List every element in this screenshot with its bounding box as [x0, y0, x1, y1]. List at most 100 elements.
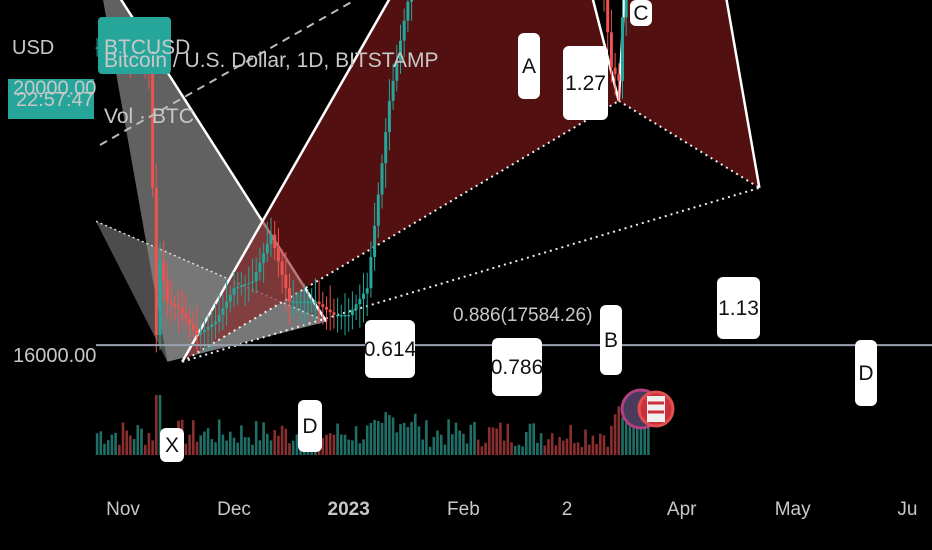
volume-bar [280, 425, 284, 455]
point-label-a: A [522, 55, 536, 78]
volume-bar [591, 435, 595, 455]
volume-bar [195, 441, 199, 455]
volume-bar [539, 433, 543, 455]
countdown-label: 22:57:47 [16, 89, 94, 111]
volume-bar [243, 437, 247, 455]
volume-bar [510, 442, 513, 455]
point-label-d-grey-box [298, 400, 322, 452]
overlap-ratio-label: 0.886(17584.26) [453, 305, 592, 326]
symbol-badge[interactable] [98, 17, 171, 74]
volume-bar [192, 420, 195, 455]
volume-bar [284, 428, 288, 455]
candle-body [399, 40, 402, 61]
candle-body [380, 163, 384, 195]
volume-bar [543, 445, 547, 455]
volume-bar [465, 443, 469, 455]
x-tick-label: 2023 [328, 499, 370, 520]
volume-bar [258, 440, 262, 455]
candle-body [373, 225, 377, 257]
volume-bar [236, 442, 239, 455]
volume-bar [554, 445, 558, 455]
volume-bar [414, 413, 417, 455]
candle-body [384, 132, 388, 164]
volume-bar [628, 406, 632, 455]
volume-bar [447, 419, 450, 455]
volume-bar [547, 439, 550, 455]
volume-bar [517, 444, 521, 455]
currency-label: USD [12, 37, 54, 59]
volume-bar [491, 427, 495, 455]
event-icons[interactable] [620, 388, 675, 430]
volume-bar [506, 423, 510, 455]
candle-body [210, 324, 214, 328]
volume-bar [158, 395, 162, 455]
volume-bar [321, 437, 325, 455]
volume-bar [558, 437, 561, 455]
candle-body [391, 80, 395, 101]
volume-bar [565, 438, 569, 455]
point-label-c: C [633, 2, 648, 25]
volume-bar [225, 440, 228, 455]
candle-body [221, 308, 225, 315]
candle-body [369, 256, 373, 289]
volume-bar [391, 417, 395, 455]
symbol-label[interactable]: BTCUSD [104, 36, 190, 59]
volume-bar [273, 430, 276, 455]
volume-bar [143, 444, 147, 455]
volume-bar [406, 426, 410, 455]
volume-bar [362, 439, 365, 455]
candle-body [258, 262, 262, 273]
volume-bar [206, 428, 210, 455]
volume-bar [221, 434, 225, 455]
candle-body [362, 293, 365, 299]
point-label-x-grey: X [165, 434, 179, 457]
x-tick-label: May [775, 499, 811, 520]
candle-body [609, 32, 613, 68]
candle-body [191, 324, 195, 330]
candle-body [406, 1, 410, 21]
volume-bar [384, 412, 387, 455]
volume-bar [528, 423, 532, 455]
volume-bar [251, 444, 254, 455]
volume-bar [410, 421, 413, 455]
volume-bar [480, 446, 484, 455]
volume-bar [606, 446, 609, 455]
volume-bar [332, 434, 336, 455]
candle-body [188, 318, 192, 325]
candle-body [624, 0, 628, 18]
volume-bar [217, 419, 221, 455]
volume-bar [129, 435, 132, 455]
volume-bar [525, 431, 528, 455]
point-label-d: D [858, 362, 873, 385]
red-triangle-bcd [618, 0, 760, 188]
volume-bar [550, 433, 554, 455]
volume-bar [636, 419, 639, 455]
volume-bar [188, 434, 191, 455]
candle-body [228, 294, 232, 302]
volume-bar [266, 433, 269, 455]
red-pattern-leg [725, 0, 761, 189]
volume-bar [210, 439, 214, 455]
x-axis: Nov Dec 2023 Feb 2 Apr May Ju [106, 499, 917, 520]
candle-body [332, 312, 336, 315]
candle-body [243, 284, 247, 286]
volume-bar [595, 443, 598, 455]
volume-bar [621, 417, 624, 455]
dashed-trend-line [99, 0, 356, 146]
volume-bar [336, 423, 339, 455]
volume-bar [358, 443, 362, 455]
volume-bar [402, 422, 406, 455]
candle-body [239, 285, 243, 288]
volume-bar [584, 429, 587, 455]
candle-body [339, 314, 343, 317]
volume-bar [110, 434, 114, 455]
candle-body [202, 329, 206, 333]
x-tick-label: Apr [667, 499, 697, 520]
volume-bar [247, 437, 251, 455]
candle-body [613, 67, 617, 75]
volume-bar [380, 422, 384, 455]
red-triangle-xab [182, 0, 619, 362]
candle-body [169, 301, 173, 304]
red-pattern-ratio-line [181, 186, 760, 363]
